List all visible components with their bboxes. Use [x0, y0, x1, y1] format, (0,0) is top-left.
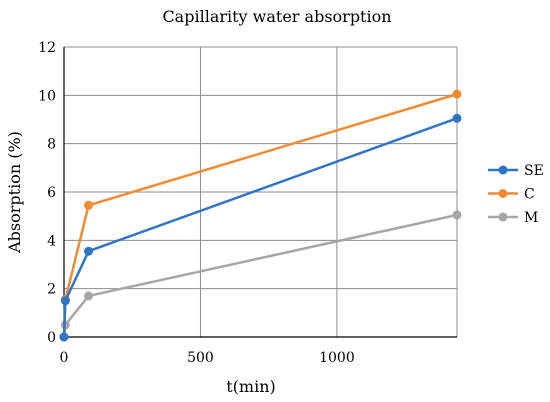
- data-point-se-0: [59, 332, 69, 342]
- legend-marker-se: [498, 165, 508, 175]
- series-line-se: [62, 117, 458, 338]
- y-axis-label: Absorption (%): [5, 131, 24, 254]
- data-point-se-3: [452, 113, 462, 123]
- gridlines: [64, 46, 458, 337]
- x-axis-label: t(min): [226, 377, 276, 396]
- series-line-c: [62, 92, 458, 338]
- data-point-c-2: [84, 200, 94, 210]
- data-point-c-3: [452, 89, 462, 99]
- y-tick-label-6: 6: [47, 185, 56, 201]
- chart-title: Capillarity water absorption: [162, 7, 391, 26]
- data-point-se-1: [60, 296, 70, 306]
- axes: [63, 47, 457, 338]
- x-tick-label-0: 0: [60, 350, 69, 366]
- x-tick-label-500: 500: [187, 350, 214, 366]
- y-tick-label-4: 4: [47, 233, 56, 249]
- y-tick-label-8: 8: [47, 137, 56, 153]
- legend-marker-c: [498, 189, 508, 198]
- series-group: [59, 89, 462, 342]
- legend: SE CM: [488, 163, 544, 226]
- x-tick-label-1000: 1000: [319, 350, 355, 366]
- data-point-m-3: [452, 210, 462, 220]
- y-tick-label-12: 12: [38, 40, 56, 56]
- y-tick-label-0: 0: [47, 330, 56, 346]
- tick-labels: 0 2 4 6 8 10 12 0 500 1000: [38, 40, 355, 366]
- y-tick-label-10: 10: [38, 88, 56, 104]
- y-tick-label-2: 2: [47, 282, 56, 298]
- legend-label-m: M: [524, 210, 538, 226]
- legend-label-se: SE: [524, 163, 544, 179]
- data-point-se-2: [84, 246, 94, 256]
- legend-label-c: C: [524, 187, 535, 203]
- data-point-m-2: [84, 291, 94, 301]
- series-line-m: [62, 213, 458, 338]
- legend-marker-m: [498, 212, 508, 222]
